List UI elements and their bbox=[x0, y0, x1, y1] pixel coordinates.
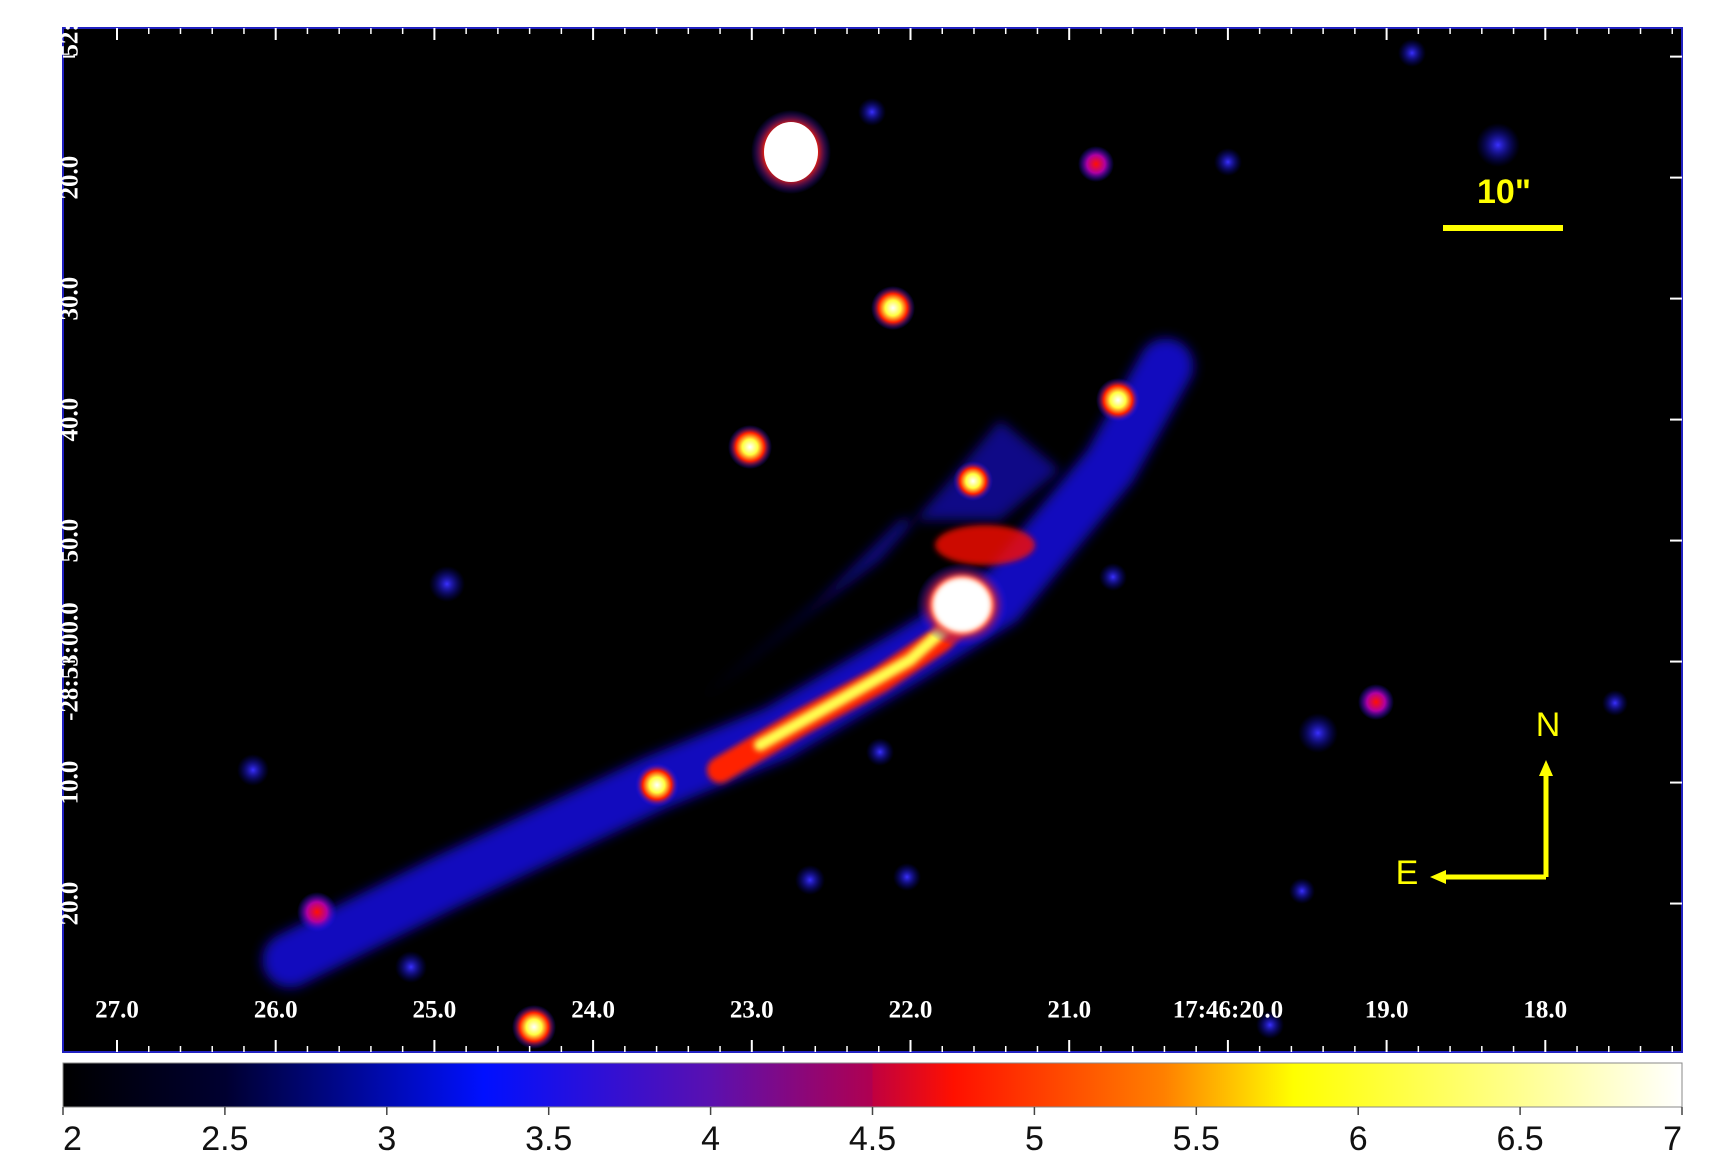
x-tick-label: 18.0 bbox=[1523, 997, 1567, 1024]
x-tick-label: 25.0 bbox=[413, 997, 457, 1024]
colorbar-tick-label: 2.5 bbox=[201, 1120, 248, 1158]
point-source bbox=[297, 892, 337, 932]
point-source bbox=[237, 754, 269, 786]
point-source bbox=[795, 865, 825, 895]
point-source bbox=[1289, 878, 1315, 904]
sky-image bbox=[237, 39, 1628, 1049]
east-label: E bbox=[1396, 854, 1419, 892]
point-source bbox=[1096, 378, 1140, 422]
point-source bbox=[1298, 713, 1338, 753]
x-tick-label: 21.0 bbox=[1047, 997, 1091, 1024]
point-source bbox=[953, 461, 993, 501]
annotations: 10" N E bbox=[1396, 173, 1563, 892]
point-source bbox=[1078, 146, 1114, 182]
north-label: N bbox=[1536, 706, 1561, 744]
point-source bbox=[1476, 123, 1520, 167]
colorbar-tick-label: 6 bbox=[1349, 1120, 1368, 1158]
colorbar bbox=[62, 1062, 1683, 1108]
x-tick-label: 24.0 bbox=[571, 997, 615, 1024]
x-tick-label: 27.0 bbox=[95, 997, 139, 1024]
point-source bbox=[1358, 684, 1394, 720]
x-tick-label: 26.0 bbox=[254, 997, 298, 1024]
point-source bbox=[429, 566, 465, 602]
point-source bbox=[1099, 563, 1127, 591]
point-source bbox=[395, 951, 427, 983]
x-tick-label: 19.0 bbox=[1365, 997, 1409, 1024]
scale-bar-label: 10" bbox=[1477, 173, 1531, 211]
point-source bbox=[1214, 148, 1242, 176]
point-source bbox=[893, 863, 921, 891]
x-tick-label: 22.0 bbox=[889, 997, 933, 1024]
y-tick-label: 52:10.0 bbox=[57, 0, 84, 57]
x-tick-label: 23.0 bbox=[730, 997, 774, 1024]
point-source bbox=[866, 738, 894, 766]
point-source bbox=[1398, 39, 1426, 67]
bright-star-core bbox=[764, 122, 818, 182]
colorbar-tick-label: 2 bbox=[63, 1120, 82, 1158]
main-source-core bbox=[932, 577, 992, 633]
compass-arrowheads bbox=[1430, 760, 1553, 884]
colorbar-tick-label: 4 bbox=[701, 1120, 720, 1158]
point-source bbox=[635, 763, 679, 807]
point-source bbox=[728, 425, 772, 469]
red-knot bbox=[935, 525, 1035, 565]
point-source bbox=[1256, 1011, 1284, 1039]
point-source bbox=[512, 1005, 556, 1049]
colorbar-tick-label: 3 bbox=[377, 1120, 396, 1158]
compass bbox=[1444, 772, 1549, 880]
colorbar-tick-label: 5.5 bbox=[1173, 1120, 1220, 1158]
point-source bbox=[871, 286, 915, 330]
point-sources bbox=[237, 39, 1628, 1049]
colorbar-tick-label: 6.5 bbox=[1496, 1120, 1543, 1158]
image-panel bbox=[62, 27, 1683, 1053]
point-source bbox=[858, 98, 886, 126]
x-tick-label: 17:46:20.0 bbox=[1173, 997, 1283, 1024]
colorbar-tick-label: 7 bbox=[1663, 1120, 1682, 1158]
colorbar-tick-label: 3.5 bbox=[525, 1120, 572, 1158]
colorbar-tick-label: 4.5 bbox=[849, 1120, 896, 1158]
point-source bbox=[1602, 690, 1628, 716]
colorbar-tick-label: 5 bbox=[1025, 1120, 1044, 1158]
